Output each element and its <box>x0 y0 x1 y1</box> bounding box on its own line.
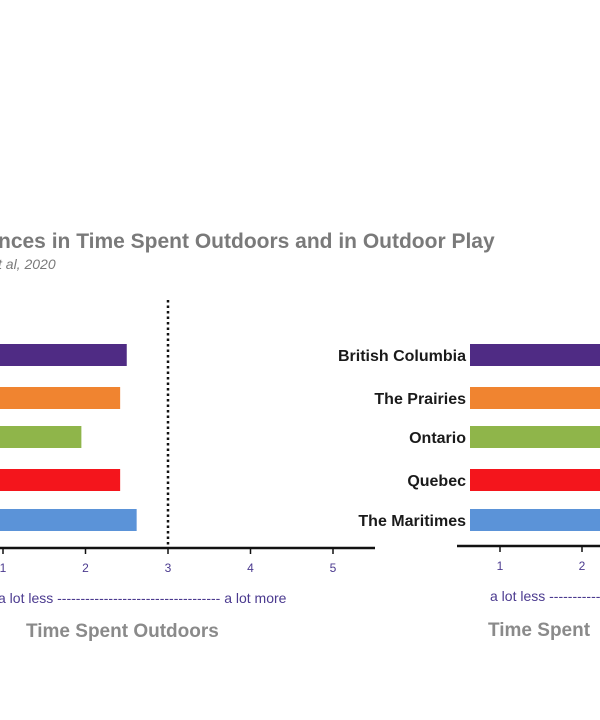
bar-ontario <box>0 426 82 448</box>
right-panel-chart: a lot less ---------------------- Time S… <box>338 344 600 641</box>
scale-range-label: a lot less -----------------------------… <box>0 590 287 606</box>
x-tick-label: 4 <box>247 561 254 575</box>
x-tick-label: 1 <box>497 559 504 573</box>
x-axis-title: Time Spent <box>488 620 591 641</box>
category-label-ontario: Ontario <box>409 430 466 447</box>
x-tick-label: 3 <box>165 561 172 575</box>
bar-british-columbia <box>0 344 127 366</box>
bar-quebec <box>0 469 121 491</box>
scale-dashes: ---------------------- <box>545 588 600 604</box>
bar-the-maritimes <box>0 509 137 531</box>
category-label-the-prairies: The Prairies <box>374 391 466 408</box>
chart-subtitle: t al, 2020 <box>0 256 56 272</box>
bar-the-prairies <box>0 387 121 409</box>
bar-quebec <box>470 469 600 491</box>
scale-low-label: a lot less <box>0 590 53 606</box>
left-panel-chart: a lot less -----------------------------… <box>0 300 375 642</box>
bar-british-columbia <box>470 344 600 366</box>
category-label-quebec: Quebec <box>407 473 466 490</box>
bar-ontario <box>470 426 600 448</box>
x-axis-title: Time Spent Outdoors <box>26 621 219 642</box>
scale-low-label: a lot less <box>490 588 545 604</box>
x-tick-label: 1 <box>0 561 7 575</box>
x-tick-label: 2 <box>579 559 586 573</box>
scale-range-label: a lot less ---------------------- <box>490 588 600 604</box>
chart-title: nces in Time Spent Outdoors and in Outdo… <box>0 230 495 253</box>
category-label-british-columbia: British Columbia <box>338 348 466 365</box>
bar-the-prairies <box>470 387 600 409</box>
x-tick-label: 2 <box>82 561 89 575</box>
x-tick-label: 5 <box>330 561 337 575</box>
category-label-the-maritimes: The Maritimes <box>358 513 466 530</box>
bar-the-maritimes <box>470 509 600 531</box>
scale-dashes: ----------------------------------- <box>53 590 224 606</box>
scale-high-label: a lot more <box>224 590 286 606</box>
